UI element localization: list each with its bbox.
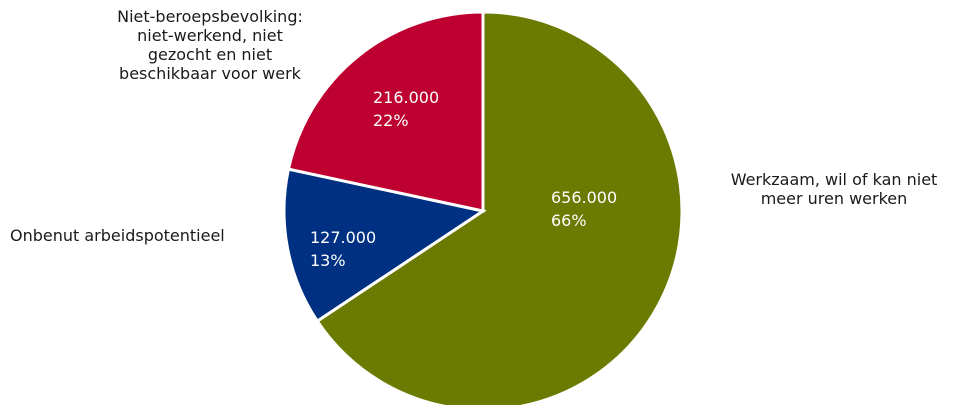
slice-value-label-0: 656.000 <box>551 188 617 207</box>
slice-category-label-0: Werkzaam, wil of kan niet meer uren werke… <box>731 170 938 208</box>
slice-category-label-2: Niet-beroepsbevolking: niet-werkend, niet… <box>117 7 303 83</box>
slice-value-label-1: 127.000 <box>310 228 376 247</box>
pie-slice-1 <box>282 167 487 324</box>
slice-value-label-2: 216.000 <box>373 88 439 107</box>
slice-percent-label-2: 22% <box>373 111 409 130</box>
pie-slice-2 <box>286 10 485 213</box>
pie-slices <box>282 10 684 405</box>
pie-slice-0 <box>315 10 684 405</box>
slice-percent-label-1: 13% <box>310 251 346 270</box>
slice-percent-label-0: 66% <box>551 211 587 230</box>
slice-category-label-1: Onbenut arbeidspotentieel <box>10 226 225 245</box>
